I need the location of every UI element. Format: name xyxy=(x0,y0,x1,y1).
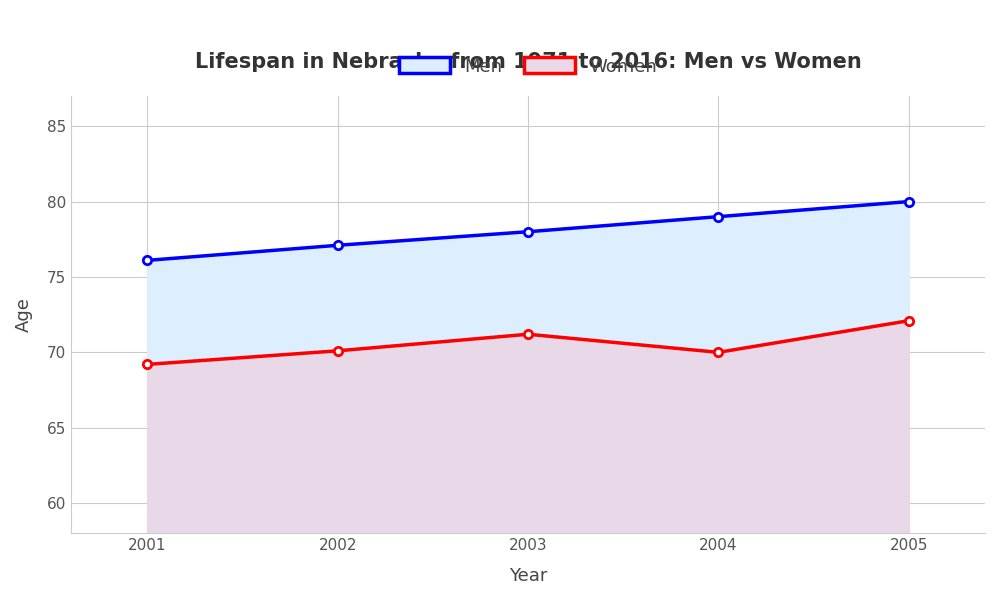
X-axis label: Year: Year xyxy=(509,567,547,585)
Title: Lifespan in Nebraska from 1971 to 2016: Men vs Women: Lifespan in Nebraska from 1971 to 2016: … xyxy=(195,52,861,72)
Y-axis label: Age: Age xyxy=(15,297,33,332)
Legend: Men, Women: Men, Women xyxy=(390,48,666,85)
